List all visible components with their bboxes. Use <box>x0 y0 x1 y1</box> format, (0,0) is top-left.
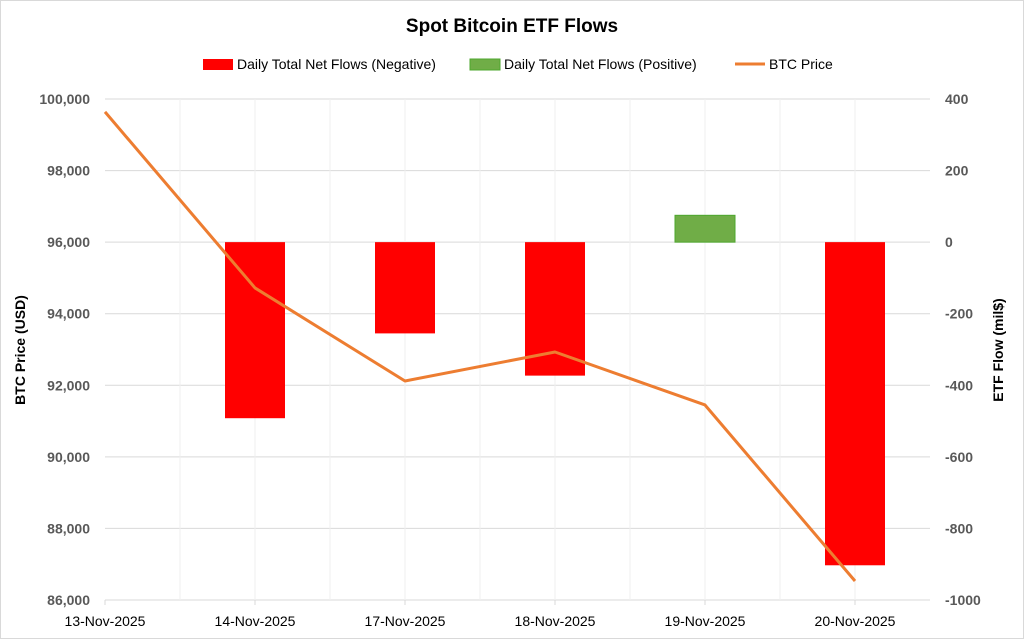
y-right-tick-label: -600 <box>945 449 973 465</box>
x-tick-label: 20-Nov-2025 <box>815 613 896 629</box>
negative-flow-bar <box>825 242 885 566</box>
legend: Daily Total Net Flows (Negative) Daily To… <box>203 56 833 72</box>
x-tick-label: 13-Nov-2025 <box>65 613 146 629</box>
negative-flow-bar <box>225 242 285 419</box>
y-tick-label: 90,000 <box>47 449 90 465</box>
y-right-tick-label: 0 <box>945 234 953 250</box>
y-right-tick-label: -1000 <box>945 592 981 608</box>
chart-title: Spot Bitcoin ETF Flows <box>406 16 618 37</box>
y-tick-label: 86,000 <box>47 592 90 608</box>
legend-label: Daily Total Net Flows (Negative) <box>237 56 436 72</box>
positive-flow-bar <box>674 214 736 243</box>
y-axis-label: BTC Price (USD) <box>12 295 28 405</box>
y-right-tick-label: 400 <box>945 91 969 107</box>
x-tick-label: 14-Nov-2025 <box>215 613 296 629</box>
legend-swatch <box>469 58 501 71</box>
legend-swatch <box>203 59 233 70</box>
y-right-tick-label: 200 <box>945 163 969 179</box>
y-tick-label: 98,000 <box>47 163 90 179</box>
legend-label: BTC Price <box>769 56 833 72</box>
y-right-tick-label: -200 <box>945 306 973 322</box>
y-tick-label: 92,000 <box>47 377 90 393</box>
x-tick-label: 18-Nov-2025 <box>515 613 596 629</box>
legend-label: Daily Total Net Flows (Positive) <box>504 56 697 72</box>
y-right-tick-label: -800 <box>945 520 973 536</box>
y-tick-label: 88,000 <box>47 520 90 536</box>
y-right-tick-label: -400 <box>945 377 973 393</box>
y-tick-label: 94,000 <box>47 306 90 322</box>
y-tick-label: 96,000 <box>47 234 90 250</box>
y-axis-right-label: ETF Flow (mil$) <box>990 298 1006 401</box>
negative-flow-bar <box>375 242 435 334</box>
y-tick-label: 100,000 <box>39 91 90 107</box>
btc-price-line <box>103 110 857 583</box>
x-tick-label: 17-Nov-2025 <box>365 613 446 629</box>
x-tick-label: 19-Nov-2025 <box>665 613 746 629</box>
